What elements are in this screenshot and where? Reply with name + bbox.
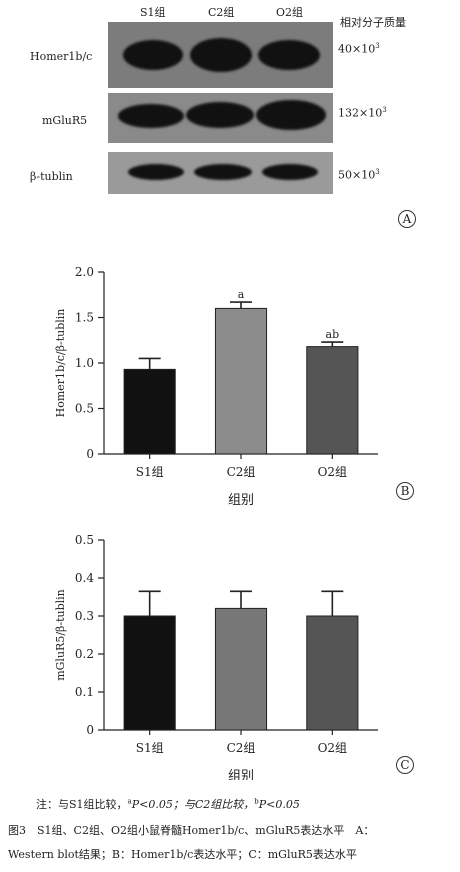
x-tick-label: O2组 [318,465,347,479]
bar [214,607,268,731]
chart-homer: 0 0.5 1.0 1.5 2.0 S1组 C2组 a O2组 ab 组别 Homer1b/c/β-t… [54,265,378,508]
y-tick-label: 2.0 [75,265,94,279]
y-tick-label: 0.4 [75,571,94,585]
band-homer-c2 [190,38,252,72]
mw-header: 相对分子质量 [340,16,406,29]
mw-tublin: 50×103 [338,168,380,182]
bar [306,346,359,455]
band-tublin-c2 [194,164,252,180]
mw-homer: 40×103 [338,42,380,56]
y-axis-label: mGluR5/β-tublin [54,589,67,681]
blot-col-header-c2: C2组 [208,6,235,19]
bar [306,615,359,731]
band-homer-s1 [123,40,183,70]
y-tick-label: 0.5 [75,402,94,416]
band-tublin-o2 [262,164,318,180]
y-tick-label: 1.5 [75,311,94,325]
x-tick-label: C2组 [227,465,256,479]
band-homer-o2 [258,40,320,70]
x-tick-label: S1组 [136,465,164,479]
bar [123,615,176,731]
x-axis-label: 组别 [228,769,254,780]
blot-label-homer: Homer1b/c [30,50,93,63]
y-tick-label: 0.2 [75,647,94,661]
y-axis-label: Homer1b/c/β-tublin [54,309,67,418]
mw-mglur5: 132×103 [338,106,387,120]
x-axis-label: 组别 [228,493,254,508]
x-tick-label: O2组 [318,741,347,755]
y-tick-label: 1.0 [75,356,94,370]
panel-letter-c: C [396,756,414,774]
bar [214,307,268,455]
figure-caption-line2: Western blot结果；B：Homer1b/c表达水平；C：mGluR5表… [8,848,357,861]
significance-label: ab [326,328,340,341]
panel-letter-b: B [396,482,414,500]
blot-col-header-o2: O2组 [276,6,304,19]
figure-caption-line1: 图3 S1组、C2组、O2组小鼠脊髓Homer1b/c、mGluR5表达水平 A… [8,824,375,837]
x-tick-label: C2组 [227,741,256,755]
y-tick-label: 0 [86,723,94,737]
x-tick-label: S1组 [136,741,164,755]
band-mglur5-s1 [118,104,184,128]
blot-col-header-s1: S1组 [140,6,166,19]
significance-note: 注：与S1组比较，aP<0.05；与C2组比较，bP<0.05 [36,797,300,811]
blot-label-mglur5: mGluR5 [42,114,88,127]
y-tick-label: 0.3 [75,609,94,623]
y-tick-label: 0 [86,447,94,461]
y-tick-label: 0.5 [75,533,94,547]
significance-label: a [238,288,245,301]
band-tublin-s1 [128,164,184,180]
panel-letter-a: A [398,210,416,228]
bar [123,368,176,455]
y-tick-label: 0.1 [75,685,94,699]
band-mglur5-o2 [256,100,326,130]
band-mglur5-c2 [186,102,254,128]
blot-label-tublin: β-tublin [30,170,73,183]
